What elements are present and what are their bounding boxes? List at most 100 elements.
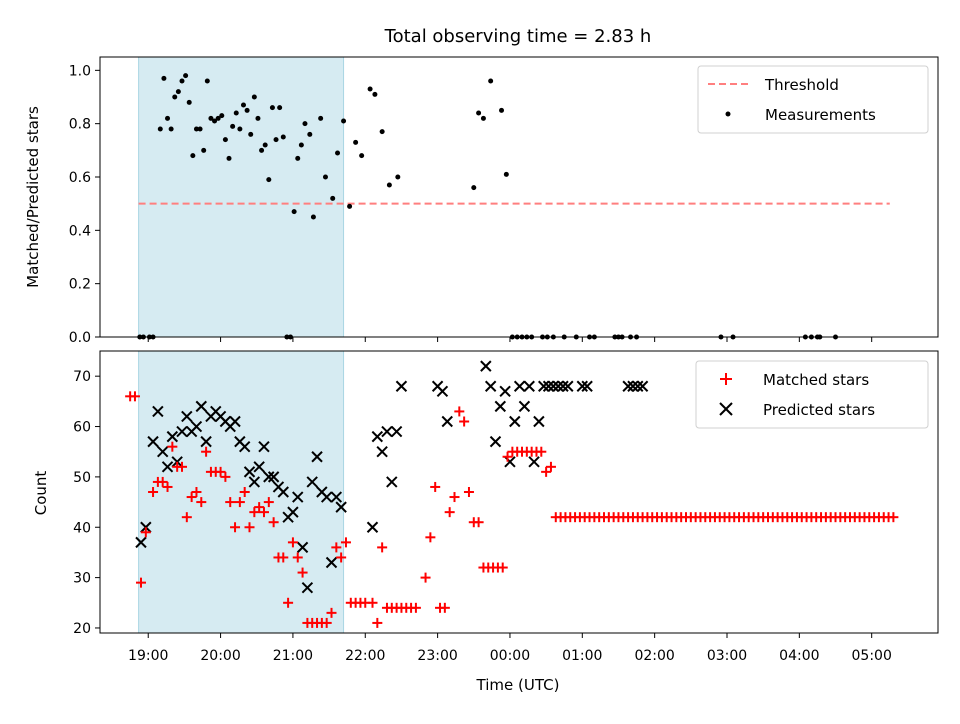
predicted-star-point bbox=[533, 415, 545, 428]
top-y-tick-label: 0.6 bbox=[69, 170, 91, 186]
matched-star-point bbox=[340, 537, 351, 548]
legend-matched-swatch bbox=[720, 373, 732, 385]
matched-star-point bbox=[536, 446, 547, 457]
matched-star-point bbox=[201, 446, 212, 457]
legend-predicted-label: Predicted stars bbox=[763, 401, 875, 419]
top-axes: 0.0 0.2 0.4 0.6 0.8 1.0 Matched/Predicted sta… bbox=[24, 56, 939, 346]
measurement-point bbox=[172, 94, 178, 100]
measurement-point bbox=[259, 147, 265, 153]
matched-star-point bbox=[545, 461, 556, 472]
matched-star-point bbox=[263, 497, 274, 508]
measurement-point bbox=[204, 78, 210, 84]
predicted-star-point bbox=[562, 380, 574, 392]
x-tick-label: 05:00 bbox=[852, 648, 892, 664]
matched-star-point bbox=[140, 527, 151, 538]
top-y-tick-label: 1.0 bbox=[69, 63, 91, 79]
matched-star-point bbox=[249, 507, 260, 518]
top-shaded-interval bbox=[138, 56, 345, 338]
matched-star-point bbox=[449, 492, 460, 503]
predicted-star-point bbox=[258, 440, 270, 453]
matched-star-point bbox=[439, 602, 450, 613]
top-legend: Threshold Measurements bbox=[697, 65, 929, 134]
measurement-point bbox=[197, 126, 203, 132]
bottom-axes: 20 30 40 50 60 70 19:00 20:00 21:00 22:00 23:00 00… bbox=[32, 350, 939, 694]
x-tick-label: 23:00 bbox=[417, 648, 457, 664]
matched-star-point bbox=[444, 507, 455, 518]
measurement-point bbox=[266, 177, 272, 183]
predicted-stars-series bbox=[135, 360, 649, 594]
measurement-point bbox=[248, 131, 254, 137]
predicted-star-point bbox=[301, 581, 314, 594]
predicted-star-point bbox=[509, 415, 521, 428]
measurement-point bbox=[499, 107, 505, 113]
predicted-star-point bbox=[311, 451, 323, 463]
bottom-y-tick-label: 70 bbox=[73, 369, 91, 385]
matched-star-point bbox=[278, 552, 289, 563]
chart-title: Total observing time = 2.83 h bbox=[384, 26, 652, 47]
measurement-point bbox=[480, 115, 486, 121]
x-tick-label: 03:00 bbox=[707, 648, 747, 664]
matched-star-point bbox=[292, 552, 303, 563]
matched-star-point bbox=[297, 567, 308, 578]
predicted-star-point bbox=[190, 420, 203, 433]
matched-star-point bbox=[239, 487, 250, 497]
x-tick-label: 21:00 bbox=[273, 648, 313, 664]
predicted-star-point bbox=[636, 380, 649, 392]
bottom-y-tick-label: 40 bbox=[73, 520, 91, 536]
measurement-point bbox=[298, 142, 304, 148]
matched-star-point bbox=[215, 466, 226, 477]
matched-star-point bbox=[454, 406, 465, 417]
matched-star-point bbox=[336, 552, 347, 563]
bottom-y-ticks: 20 30 40 50 60 70 bbox=[73, 369, 100, 637]
top-y-tick-label: 0.2 bbox=[69, 277, 91, 293]
matched-star-point bbox=[225, 497, 236, 508]
predicted-star-point bbox=[166, 430, 179, 443]
matched-star-point bbox=[372, 617, 383, 628]
predicted-star-point bbox=[523, 380, 535, 392]
measurement-point bbox=[322, 174, 328, 180]
predicted-star-point bbox=[542, 380, 555, 392]
top-x-ticks bbox=[147, 337, 873, 342]
measurement-point bbox=[353, 139, 359, 145]
measurement-point bbox=[161, 75, 167, 81]
bottom-y-tick-label: 60 bbox=[73, 420, 91, 436]
predicted-star-point bbox=[253, 461, 265, 473]
predicted-star-point bbox=[390, 425, 403, 438]
predicted-star-point bbox=[538, 380, 550, 392]
predicted-star-point bbox=[296, 541, 309, 554]
x-axis-label: Time (UTC) bbox=[476, 676, 560, 694]
predicted-star-point bbox=[581, 380, 593, 392]
predicted-star-point bbox=[277, 486, 289, 498]
predicted-star-point bbox=[376, 446, 388, 458]
measurement-point bbox=[233, 110, 239, 116]
predicted-star-point bbox=[200, 435, 212, 448]
matched-star-point bbox=[326, 607, 337, 618]
predicted-star-point bbox=[161, 461, 174, 473]
matched-stars-series bbox=[125, 391, 899, 628]
measurement-point bbox=[251, 94, 257, 100]
matched-star-point bbox=[321, 617, 332, 628]
matched-star-point bbox=[420, 572, 431, 583]
predicted-star-point bbox=[547, 380, 560, 392]
bottom-x-ticks: 19:00 20:00 21:00 22:00 23:00 00:00 01:00 02:00… bbox=[128, 633, 892, 664]
predicted-star-point bbox=[494, 400, 507, 413]
predicted-star-point bbox=[441, 415, 453, 428]
measurement-point bbox=[215, 115, 221, 121]
measurement-point bbox=[175, 89, 181, 95]
matched-star-point bbox=[157, 476, 168, 487]
matched-star-point bbox=[129, 391, 140, 402]
legend-threshold-label: Threshold bbox=[764, 76, 839, 94]
measurement-point bbox=[262, 142, 268, 148]
matched-star-point bbox=[230, 522, 241, 533]
top-y-tick-label: 0.8 bbox=[69, 117, 91, 133]
bottom-y-axis-label: Count bbox=[32, 471, 50, 516]
legend-measurements-label: Measurements bbox=[765, 106, 876, 124]
measurement-point bbox=[395, 174, 401, 180]
matched-star-point bbox=[410, 602, 421, 613]
predicted-star-point bbox=[366, 521, 379, 533]
matched-star-point bbox=[473, 517, 484, 528]
measurement-point bbox=[237, 126, 243, 132]
predicted-star-point bbox=[518, 400, 531, 413]
x-tick-label: 04:00 bbox=[779, 648, 819, 664]
predicted-star-point bbox=[325, 556, 338, 569]
